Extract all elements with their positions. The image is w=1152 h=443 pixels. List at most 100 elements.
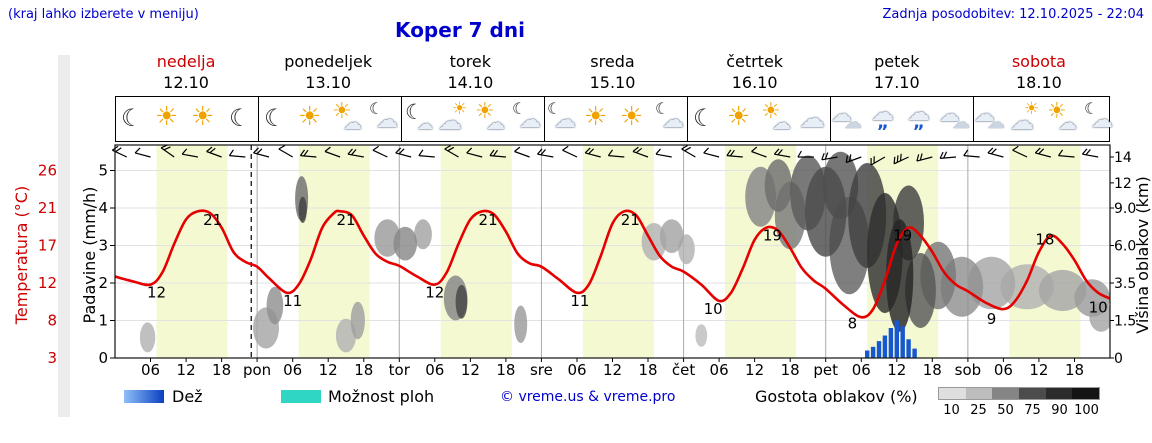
sun-glyph: ☀ [191,102,215,132]
plot-frame [114,144,1111,359]
weather-icon-sun: ☀ [581,99,615,139]
density-tick-label: 90 [1051,403,1068,418]
moon-glyph: ☾ [405,100,424,124]
cloud-glyph: ☁ [907,100,930,126]
day-header-sreda: sreda 15.10 [541,51,683,93]
density-segment [965,388,993,399]
svg-text:12: 12 [147,284,166,302]
cloud-density-gradient-bar [938,387,1100,400]
cloud-glyph: ☁ [438,107,462,135]
precip-axis-ticks: 5 4 3 2 1 0 [98,162,115,367]
day-date: 15.10 [589,73,636,92]
svg-text:18: 18 [1065,361,1084,379]
svg-text:06: 06 [425,361,444,379]
day-header-sobota: sobota 18.10 [968,51,1110,93]
svg-text:12: 12 [745,361,764,379]
svg-text:tor: tor [389,361,411,379]
svg-text:06: 06 [710,361,729,379]
cloud2-glyph: ☁ [987,112,1005,133]
weather-icon-sun: ☀ [152,99,186,139]
temperature-axis-ticks: 26 21 17 12 8 3 [38,162,57,368]
day-header-ponedeljek: ponedeljek 13.10 [257,51,399,93]
day-name: nedelja [156,52,216,71]
sun-glyph: ☀ [584,102,608,132]
weather-icon-sun: ☀ [617,99,651,139]
scale-strip [58,55,70,417]
rain-bars [865,320,917,358]
drops-glyph: „ [913,112,925,133]
density-tick-label: 100 [1074,403,1099,418]
cloud-glyph: ☁ [1010,107,1034,135]
weather-icon-cloud-moon: ☾ ☁ [545,99,579,139]
day-headers: nedelja 12.10 ponedeljek 13.10 torek 14.10 sre… [115,51,1110,93]
svg-text:sob: sob [955,361,982,379]
svg-text:19: 19 [893,227,912,245]
svg-text:18: 18 [923,361,942,379]
svg-text:10: 10 [1089,298,1108,316]
svg-text:06: 06 [567,361,586,379]
svg-text:12: 12 [425,284,444,302]
svg-text:čet: čet [672,361,695,379]
svg-text:21: 21 [38,199,57,217]
sun-glyph: ☀ [155,102,179,132]
svg-text:3: 3 [98,237,108,255]
showers-legend-label: Možnost ploh [328,387,435,406]
svg-text:9.0: 9.0 [1114,201,1136,217]
svg-text:18: 18 [1035,231,1054,249]
x-axis-labels: 06 12 18 pon 06 12 18 tor 06 12 18 sre 06 12 18 čet 06 12… [141,358,1084,379]
cloud-glyph: ☁ [376,108,398,133]
showers-legend-swatch [281,390,321,403]
svg-text:6.0: 6.0 [1114,239,1136,255]
density-tick-label: 25 [970,403,987,418]
copyright-link[interactable]: © vreme.us & vreme.pro [500,389,676,405]
precip-axis-label: Padavine (mm/h) [80,186,99,324]
svg-text:8: 8 [848,315,858,333]
weather-icon-cloud: ☁ [796,99,830,139]
weather-icon-moon: ☾ [224,99,258,139]
svg-text:19: 19 [763,227,782,245]
cloud-height-axis-label: Višina oblakov (km) [1133,176,1152,334]
moon-glyph: ☾ [512,99,527,118]
density-segment [1072,388,1100,399]
cloud-glyph: ☁ [1058,112,1077,134]
icon-cell-sobota: ☁ ☁ ☀ ☁ ☀ ☁ ☾ ☁ [973,97,1116,141]
moon-glyph: ☾ [121,104,143,132]
svg-text:06: 06 [141,361,160,379]
svg-text:pon: pon [243,361,271,379]
sun-glyph: ☀ [727,102,751,132]
svg-text:11: 11 [283,292,302,310]
cloud-glyph: ☁ [343,112,362,134]
cloud-glyph: ☁ [871,100,894,126]
day-date: 14.10 [447,73,494,92]
day-header-torek: torek 14.10 [399,51,541,93]
last-updated: Zadnja posodobitev: 12.10.2025 - 22:04 [882,7,1144,22]
sun-glyph: ☀ [1024,99,1040,119]
svg-text:21: 21 [336,211,355,229]
svg-text:21: 21 [621,211,640,229]
day-name: sreda [590,52,635,71]
day-header-petek: petek 17.10 [826,51,968,93]
svg-text:18: 18 [781,361,800,379]
icon-cell-petek: ☁ ☁ ☁ „ ☁ „ ☁ ☁ [830,97,973,141]
svg-text:0: 0 [1114,351,1123,367]
weather-icon-sun: ☀ [724,99,758,139]
cloud2-glyph: ☁ [952,112,970,133]
weather-icon-clouds: ☁ ☁ [939,99,973,139]
weather-icon-sun: ☀ [188,99,222,139]
cloud-glyph: ☁ [1091,108,1113,133]
svg-text:12: 12 [887,361,906,379]
temperature-curve [115,209,1110,319]
icon-cell-torek: ☾ ☁ ☀ ☁ ☀ ☁ ☾ ☁ [401,97,544,141]
svg-text:8: 8 [47,312,57,330]
moon-glyph: ☾ [655,99,670,118]
density-tick-label: 75 [1024,403,1041,418]
svg-text:21: 21 [479,211,498,229]
cloud-glyph: ☁ [486,112,505,134]
weather-icon-clouds: ☁ ☁ [974,99,1008,139]
density-tick-label: 10 [943,403,960,418]
cloud-density-ticks: 10 25 50 75 90 100 [938,403,1100,418]
svg-text:18: 18 [354,361,373,379]
temperature-value-labels: 12 21 11 21 12 21 11 21 10 19 8 19 9 18 10 [147,211,1108,333]
sun-glyph: ☀ [475,99,495,124]
